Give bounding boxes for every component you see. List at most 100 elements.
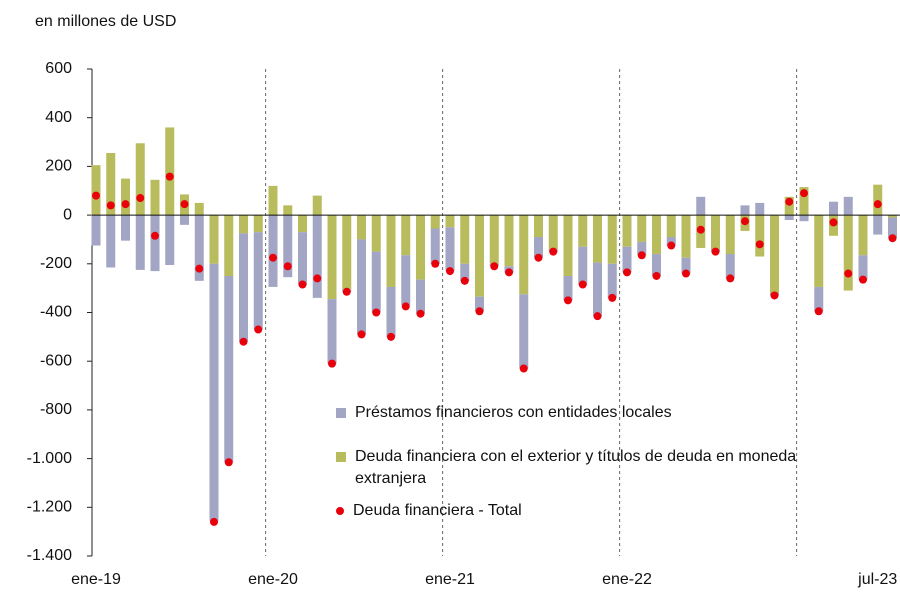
total-dot [652,271,661,280]
total-dot [741,217,749,226]
y-tick-label: 0 [63,206,72,223]
bar [121,215,130,241]
total-dot [239,337,248,346]
bar [253,215,263,233]
total-dot [564,296,572,305]
bar [888,215,897,218]
bar [873,215,883,235]
bar [194,215,204,281]
total-dot [401,302,410,311]
bar [460,263,470,281]
y-tick-label: -600 [40,352,72,369]
bar [239,233,248,342]
bar [475,215,484,297]
bar [91,215,101,246]
total-dot [711,247,720,256]
total-dot [165,172,174,181]
y-tick-label: -1.000 [27,450,72,467]
bar [121,178,130,216]
total-dot [623,268,631,277]
bar [519,215,529,295]
bar [224,215,234,276]
total-dot [224,458,233,467]
total-dot [490,262,499,271]
legend-swatch [336,408,346,418]
total-dot [446,267,454,276]
legend-label: Préstamos financieros con entidades loca… [355,404,672,421]
total-dot [460,276,469,285]
bar [150,215,160,272]
bar [357,239,366,335]
bar [755,202,765,216]
y-tick-label: -800 [40,401,72,418]
bar [563,215,573,276]
bar [666,215,676,238]
bar [430,215,440,229]
bar [843,196,853,216]
bar [342,215,352,290]
total-dot [328,359,336,368]
total-dot [770,291,779,300]
bar [843,215,853,291]
total-dot [283,262,292,271]
bar [873,184,883,216]
bar [548,215,558,250]
bar [563,275,573,301]
bar [725,254,735,279]
bar [312,195,322,216]
total-dot [387,332,395,341]
legend-swatch [336,507,344,515]
bar [194,202,204,216]
total-dot [121,200,130,209]
total-dot [342,287,351,296]
legend-label: Deuda financiera - Total [353,502,522,519]
total-dot [431,259,440,268]
total-dot [254,325,263,334]
total-dot [696,225,705,234]
bar [445,227,455,272]
bar [814,215,824,287]
bar [327,299,337,364]
total-dot [151,231,159,240]
bar [253,232,263,330]
bar [180,215,189,225]
bar [681,257,691,274]
bar [799,215,809,222]
bar [416,279,425,314]
total-dot [755,240,764,249]
x-tick-label: jul-23 [857,571,897,588]
y-tick-label: -1.400 [27,547,72,564]
bar [401,255,411,306]
bar [224,275,234,463]
total-dot [844,269,853,278]
legend-label: Deuda financiera con el exterior y títul… [355,448,797,487]
bar [239,215,248,234]
bar [401,215,411,256]
bar [445,215,455,228]
total-dot [549,247,558,256]
bar [784,196,794,216]
total-dot [195,264,204,273]
bar [652,215,661,255]
y-tick-label: -1.200 [27,499,72,516]
total-dot [519,364,528,373]
bar [416,215,425,280]
bar [622,246,632,273]
total-dot [313,274,322,283]
total-dot [578,280,587,289]
total-dot [106,201,115,210]
x-tick-label: ene-22 [602,571,652,588]
x-tick-label: ene-20 [248,571,298,588]
total-dot [475,307,484,316]
bar [814,286,824,312]
bar [696,196,706,216]
total-dot [608,293,617,302]
total-dot [372,308,381,317]
bar [209,263,219,521]
bar [283,215,293,278]
bar [386,215,396,287]
y-tick-label: -200 [40,255,72,272]
y-tick-label: -400 [40,304,72,321]
total-dot [534,253,543,262]
